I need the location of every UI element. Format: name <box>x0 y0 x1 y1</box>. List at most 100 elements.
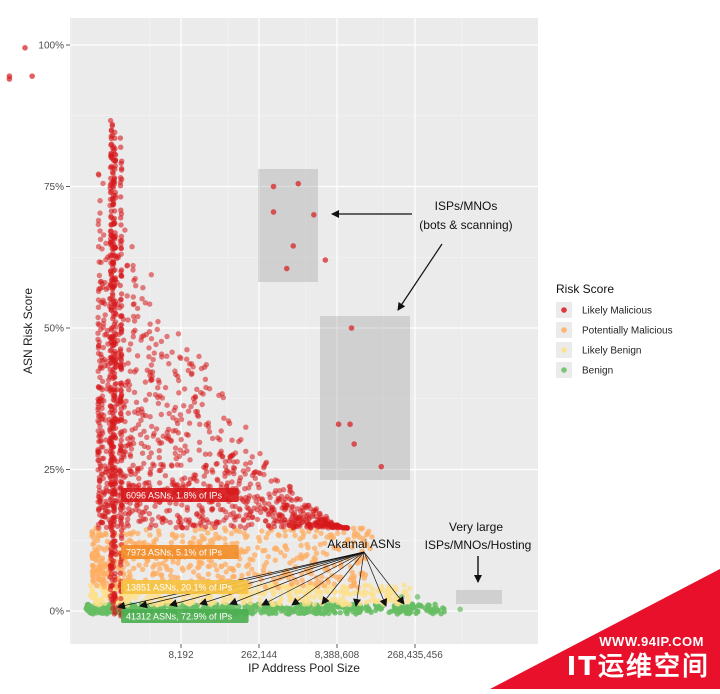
data-point <box>143 561 149 568</box>
data-point <box>142 300 149 306</box>
data-point <box>122 510 129 517</box>
data-point <box>289 497 295 503</box>
data-point <box>234 540 240 546</box>
data-point <box>135 410 141 417</box>
data-point <box>356 609 363 615</box>
data-point <box>367 583 373 589</box>
data-point <box>233 528 240 534</box>
data-point <box>158 572 165 578</box>
data-point <box>307 593 313 599</box>
data-point <box>138 440 144 447</box>
highlighted-point <box>283 265 290 272</box>
data-point <box>373 607 379 614</box>
data-point <box>179 502 185 508</box>
legend-key <box>561 307 567 313</box>
data-point <box>243 424 249 430</box>
data-point <box>247 556 253 562</box>
data-point <box>124 520 130 527</box>
highlight-box <box>320 316 410 480</box>
data-point <box>226 420 233 427</box>
data-point <box>311 545 318 551</box>
data-point <box>112 434 118 441</box>
data-point <box>328 535 334 542</box>
data-point <box>347 577 353 583</box>
data-point <box>112 374 118 381</box>
data-point <box>141 428 147 434</box>
data-point <box>155 377 162 383</box>
data-point <box>159 395 166 401</box>
data-point <box>140 509 146 516</box>
data-point <box>318 610 324 617</box>
data-point <box>166 361 172 367</box>
data-point <box>169 532 176 538</box>
highlighted-point <box>6 73 13 79</box>
data-point <box>117 135 124 141</box>
data-point <box>180 567 186 573</box>
data-point <box>112 166 118 172</box>
data-point <box>85 601 91 608</box>
data-point <box>118 361 124 367</box>
data-point <box>119 429 125 435</box>
x-axis-ticks: 8,192 262,144 8,388,608 268,435,456 <box>168 644 443 661</box>
data-point <box>350 605 356 612</box>
data-point <box>334 604 341 610</box>
data-point <box>256 607 262 613</box>
data-point <box>298 542 304 549</box>
y-tick-label: 100% <box>38 41 64 52</box>
annotation-arrow <box>363 551 388 607</box>
data-point <box>296 521 302 528</box>
data-point <box>100 344 107 351</box>
data-point <box>123 398 129 404</box>
data-point <box>108 439 115 445</box>
data-point <box>147 525 153 531</box>
data-point <box>176 390 182 396</box>
data-point <box>174 512 181 519</box>
data-point <box>112 151 118 157</box>
data-point <box>100 455 107 461</box>
data-point <box>137 432 144 438</box>
data-point <box>242 525 248 531</box>
data-point <box>125 516 131 522</box>
data-point <box>209 540 216 546</box>
annotation-arrow <box>363 551 405 605</box>
data-point <box>160 560 166 567</box>
data-point <box>257 450 263 457</box>
data-point <box>222 458 229 465</box>
data-point <box>146 391 153 398</box>
data-point <box>150 433 156 439</box>
data-point <box>109 449 116 456</box>
data-point <box>130 294 136 300</box>
data-point <box>194 386 200 392</box>
data-point <box>139 566 146 573</box>
data-point <box>147 532 153 538</box>
data-point <box>221 415 227 421</box>
data-point <box>196 502 202 509</box>
legend-title: Risk Score <box>556 282 614 296</box>
data-point <box>268 478 274 484</box>
data-point <box>272 490 278 497</box>
highlight-boxes <box>258 169 502 604</box>
data-point <box>95 602 102 608</box>
data-point <box>311 601 317 607</box>
data-point <box>132 275 138 282</box>
large-annotation-line1: Very large <box>449 520 503 534</box>
data-point <box>281 553 288 559</box>
data-point <box>148 450 154 456</box>
data-point <box>209 600 215 606</box>
data-point <box>126 537 133 543</box>
data-point <box>190 540 196 547</box>
data-point <box>152 503 158 509</box>
data-point <box>195 565 201 571</box>
data-point <box>342 541 349 548</box>
data-point <box>345 536 351 543</box>
data-point <box>188 371 195 378</box>
legend-key <box>561 347 567 353</box>
highlighted-point <box>295 180 302 187</box>
y-axis-ticks: 0% 25% 50% 75% 100% <box>38 41 70 618</box>
data-point <box>314 520 321 526</box>
data-point <box>252 552 258 558</box>
data-point <box>163 518 169 524</box>
data-point <box>203 524 209 530</box>
band-label: 13851 ASNs, 20.1% of IPs <box>126 583 233 593</box>
data-point <box>111 283 118 289</box>
